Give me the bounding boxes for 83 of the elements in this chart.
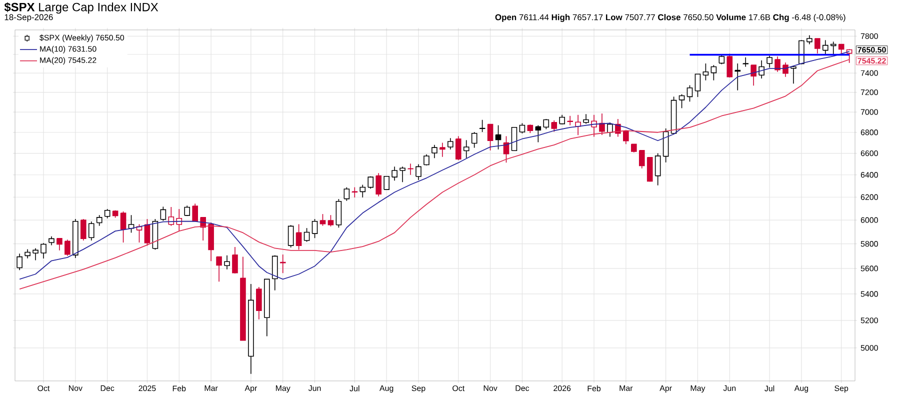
candlestick	[519, 122, 526, 134]
candlestick	[368, 176, 374, 190]
candlestick	[790, 65, 796, 84]
candlestick	[782, 62, 788, 78]
candlestick	[710, 64, 717, 81]
candlestick	[495, 124, 502, 150]
candlestick	[176, 208, 182, 232]
candlestick	[376, 172, 382, 197]
candlestick	[256, 286, 262, 320]
candlestick	[296, 224, 302, 250]
candlestick	[192, 203, 198, 222]
candlestick	[726, 53, 733, 78]
candlestick	[392, 166, 398, 181]
candlestick	[168, 206, 174, 226]
candlestick	[575, 114, 581, 136]
candlestick	[750, 64, 756, 86]
candlestick	[774, 56, 780, 72]
chart-title: $SPX Large Cap Index INDX	[4, 2, 158, 14]
candlestick	[694, 74, 701, 98]
candlestick	[567, 115, 573, 126]
candlestick	[424, 154, 430, 166]
candlestick	[24, 248, 30, 259]
candlestick	[535, 124, 542, 143]
candlestick	[463, 140, 470, 158]
candlestick	[408, 163, 414, 176]
candlestick	[32, 248, 38, 261]
candlestick	[814, 38, 820, 54]
candlestick	[232, 246, 238, 274]
candlestick	[471, 132, 478, 148]
candlestick	[551, 120, 558, 132]
candlestick	[272, 254, 278, 291]
candlestick	[734, 63, 741, 91]
candlestick	[56, 238, 62, 251]
candlestick	[120, 211, 126, 243]
candlestick	[88, 221, 94, 241]
candlestick	[654, 152, 661, 186]
candlestick	[288, 224, 294, 248]
candlestick	[440, 142, 446, 158]
candlestick	[344, 186, 350, 202]
candlestick	[758, 60, 764, 79]
candlestick	[304, 228, 310, 242]
candlestick	[40, 242, 46, 259]
candlestick	[686, 84, 693, 102]
candlestick	[543, 118, 550, 130]
candlestick	[96, 214, 102, 226]
candlestick	[320, 214, 326, 226]
candlestick	[487, 124, 494, 151]
candlestick	[830, 41, 836, 55]
candlestick	[583, 114, 589, 124]
candlestick	[511, 127, 518, 152]
candlestick	[352, 186, 358, 198]
candlestick	[607, 122, 613, 138]
candlestick	[80, 218, 86, 241]
candlestick	[280, 254, 286, 274]
candlestick	[104, 208, 110, 219]
candlestick	[591, 114, 597, 138]
candlestick	[432, 144, 438, 158]
candlestick	[822, 40, 828, 55]
candlestick	[742, 56, 749, 68]
candlestick	[224, 254, 230, 270]
candlestick	[638, 150, 645, 169]
candlestick	[216, 256, 222, 282]
candlestick	[599, 113, 605, 136]
candlestick	[160, 206, 166, 222]
candlestick	[416, 164, 422, 180]
candlestick	[64, 239, 70, 256]
candlestick	[702, 63, 709, 81]
candlestick	[798, 40, 804, 65]
candlestick	[384, 176, 390, 190]
candlestick	[447, 138, 454, 150]
candlestick	[360, 184, 366, 198]
candlestick	[336, 198, 342, 228]
text: Open 7611.44 High 7657.17 Low 7507.77 Close 7650.50 Volume 17.6B Chg -6.48 (-0.08%)	[495, 14, 846, 22]
candlestick	[400, 166, 406, 183]
candlestick	[646, 156, 653, 182]
candlestick	[766, 55, 772, 68]
candlestick	[328, 214, 334, 227]
candlestick	[678, 94, 685, 109]
candlestick	[312, 218, 318, 238]
chart-subtitle: 18-Sep-2026	[4, 14, 53, 22]
candlestick	[623, 130, 629, 145]
candlestick	[455, 136, 462, 161]
candlestick	[16, 253, 22, 270]
